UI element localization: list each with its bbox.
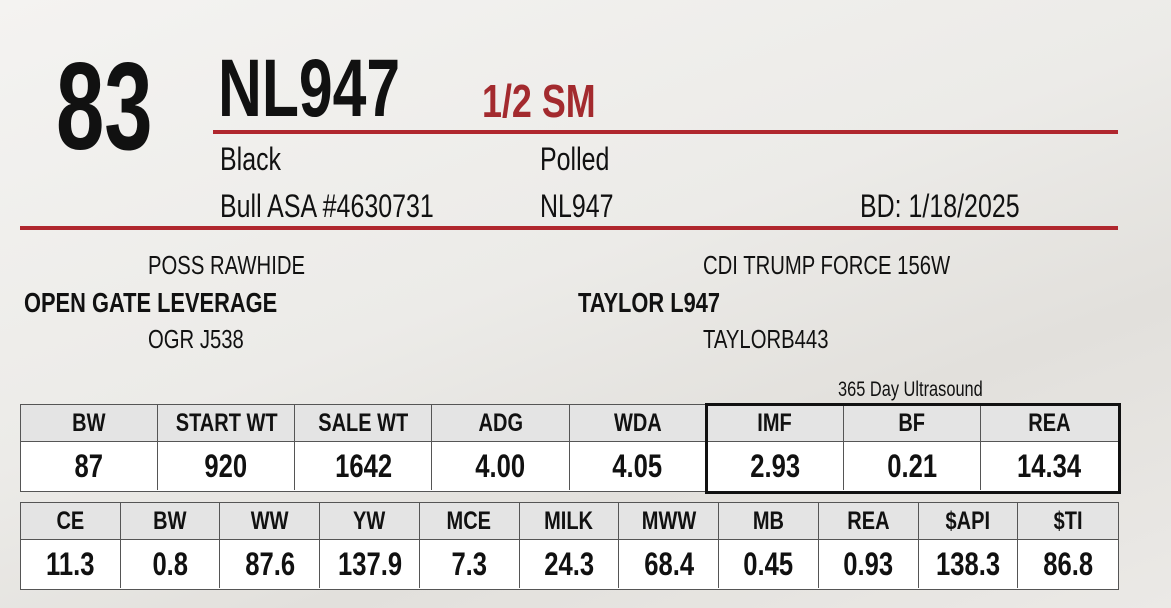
cell-text: IMF — [757, 408, 792, 437]
cell-text: REA — [847, 506, 890, 535]
value-cell: 138.3 — [919, 540, 1019, 588]
divider — [20, 226, 1118, 230]
value-cell: 1642 — [295, 442, 433, 490]
column-header: $TI — [1018, 503, 1118, 540]
divider — [213, 130, 1118, 134]
cell-text: 0.21 — [886, 447, 937, 484]
cell-text: 0.45 — [743, 545, 794, 582]
cell-text: WDA — [613, 408, 662, 437]
dam-sire: CDI TRUMP FORCE 156W — [703, 250, 951, 280]
cell-text: 11.3 — [46, 545, 95, 582]
column-header: MWW — [619, 503, 720, 540]
tattoo: NL947 — [540, 188, 614, 224]
value-cell: 0.21 — [844, 442, 981, 490]
cell-text: YW — [353, 506, 386, 535]
value-cell: 86.8 — [1018, 540, 1118, 588]
cell-text: 68.4 — [643, 545, 694, 582]
column-header: SALE WT — [295, 405, 433, 442]
birth-date: BD: 1/18/2025 — [860, 188, 1020, 224]
value-cell: 920 — [158, 442, 296, 490]
cell-text: BW — [153, 506, 187, 535]
cell-text: ADG — [478, 408, 523, 437]
breed: 1/2 SM — [482, 75, 596, 127]
value-cell: 4.00 — [432, 442, 570, 490]
cell-text: CE — [56, 506, 85, 535]
dam: TAYLOR L947 — [578, 287, 721, 318]
color: Black — [220, 141, 282, 177]
column-header: MILK — [519, 503, 620, 540]
value-cell: 24.3 — [520, 540, 620, 588]
column-header: BW — [120, 503, 221, 540]
value-cell: 137.9 — [320, 540, 420, 588]
cell-text: MB — [752, 506, 785, 535]
column-header: IMF — [706, 405, 844, 442]
cell-text: 14.34 — [1017, 447, 1082, 484]
performance-table: BW START WT SALE WT ADG WDA IMF BF REA 87 920 1642… — [20, 404, 1119, 492]
cell-text: 86.8 — [1043, 545, 1094, 582]
column-header: WW — [220, 503, 321, 540]
animal-name: NL947 — [218, 43, 401, 134]
cell-text: 87.6 — [244, 545, 295, 582]
value-cell: 0.45 — [719, 540, 819, 588]
cell-text: $TI — [1053, 506, 1083, 535]
value-cell: 0.8 — [121, 540, 221, 588]
epd-table: CE BW WW YW MCE MILK MWW MB REA $API $TI 11.3 0.8 87.… — [20, 502, 1119, 590]
cell-text: 0.93 — [843, 545, 894, 582]
sire: OPEN GATE LEVERAGE — [24, 287, 278, 318]
column-header: YW — [320, 503, 420, 540]
cell-text: 1642 — [334, 447, 392, 484]
cell-text: 24.3 — [544, 545, 594, 582]
sire-dam: OGR J538 — [148, 324, 244, 354]
cell-text: MWW — [641, 506, 696, 535]
column-header: WDA — [569, 405, 707, 442]
value-cell: 7.3 — [420, 540, 520, 588]
cell-text: REA — [1028, 408, 1071, 437]
value-cell: 0.93 — [819, 540, 919, 588]
cell-text: 4.00 — [475, 447, 526, 484]
cell-text: MCE — [447, 506, 492, 535]
column-header: CE — [21, 503, 121, 540]
cell-text: $API — [945, 506, 991, 535]
cell-text: BF — [898, 408, 926, 437]
value-cell: 4.05 — [570, 442, 707, 490]
column-header: $API — [918, 503, 1019, 540]
cell-text: 137.9 — [337, 545, 402, 582]
cell-text: MILK — [544, 506, 594, 535]
value-cell: 14.34 — [981, 442, 1118, 490]
lot-number: 83 — [56, 38, 153, 176]
value-cell: 87 — [21, 442, 159, 490]
cell-text: WW — [250, 506, 289, 535]
value-cell: 2.93 — [707, 442, 844, 490]
cell-text: 87 — [74, 447, 104, 484]
column-header: REA — [818, 503, 919, 540]
sire-sire: POSS RAWHIDE — [148, 250, 306, 280]
column-header: MB — [719, 503, 819, 540]
column-header: BW — [21, 405, 159, 442]
column-header: BF — [843, 405, 981, 442]
dam-dam: TAYLORB443 — [703, 324, 829, 354]
cell-text: START WT — [175, 408, 278, 437]
registration: Bull ASA #4630731 — [220, 188, 434, 224]
column-header: ADG — [432, 405, 570, 442]
cell-text: 2.93 — [749, 447, 800, 484]
cell-text: 7.3 — [451, 545, 488, 582]
cell-text: 4.05 — [612, 447, 663, 484]
value-cell: 87.6 — [220, 540, 321, 588]
cell-text: SALE WT — [318, 408, 409, 437]
value-cell: 68.4 — [619, 540, 720, 588]
cell-text: BW — [72, 408, 106, 437]
ultrasound-label: 365 Day Ultrasound — [838, 378, 983, 401]
cell-text: 0.8 — [152, 545, 188, 582]
cell-text: 920 — [204, 447, 248, 484]
column-header: START WT — [158, 405, 296, 442]
column-header: REA — [980, 405, 1118, 442]
horn-status: Polled — [540, 141, 610, 177]
cell-text: 138.3 — [935, 545, 1000, 582]
value-cell: 11.3 — [21, 540, 121, 588]
column-header: MCE — [419, 503, 520, 540]
